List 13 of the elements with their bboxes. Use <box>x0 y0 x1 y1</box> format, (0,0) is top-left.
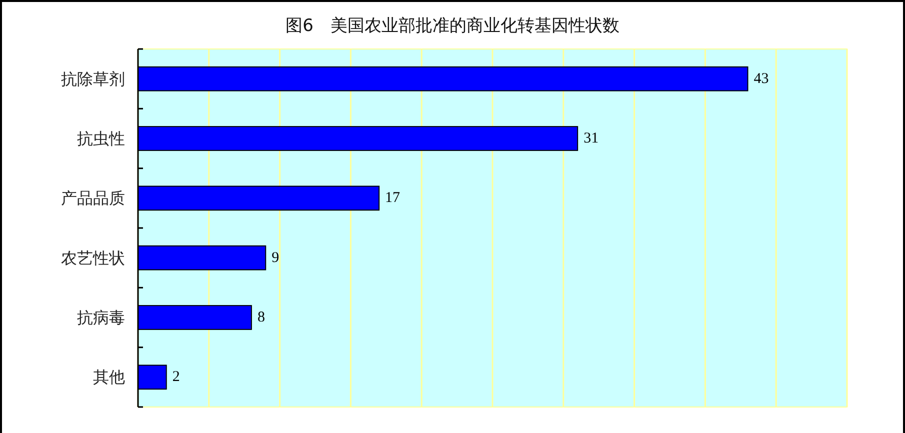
data-label: 43 <box>754 70 769 87</box>
y-tick-label: 抗病毒 <box>77 308 125 327</box>
data-label: 8 <box>257 310 265 326</box>
y-tick-label: 产品品质 <box>61 188 125 208</box>
y-tick-label: 抗虫性 <box>77 129 125 148</box>
y-tick-label: 抗除草剂 <box>61 69 125 88</box>
y-tick-label: 其他 <box>93 368 125 387</box>
chart-title: 图6 美国农业部批准的商业化转基因性状数 <box>286 16 620 36</box>
data-label: 2 <box>172 369 180 386</box>
data-label: 17 <box>385 190 401 206</box>
y-tick-label: 农艺性状 <box>61 248 125 268</box>
data-label: 9 <box>272 250 280 266</box>
data-label: 31 <box>584 130 599 146</box>
